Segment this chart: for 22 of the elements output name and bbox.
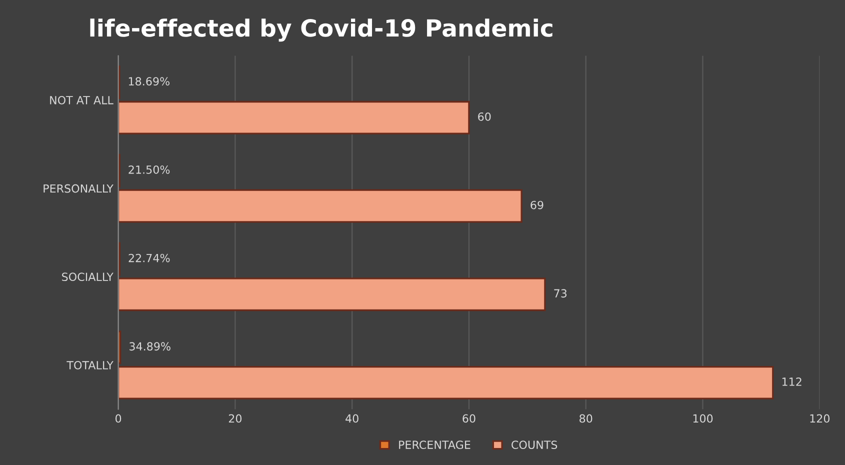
x-tick-label: 0: [116, 414, 122, 423]
data-label: 21.50%: [128, 165, 170, 174]
data-label: 73: [554, 289, 567, 298]
data-label: 112: [782, 378, 802, 386]
x-tick-label: 20: [228, 414, 242, 423]
legend-label: PERCENTAGE: [399, 440, 470, 450]
chart-title: life-effected by Covid-19 Pandemic: [90, 18, 552, 42]
y-tick-label: PERSONALLY: [44, 184, 114, 193]
x-tick-label: 80: [580, 414, 592, 423]
data-label: 60: [478, 112, 491, 121]
y-tick-label: NOT AT ALL: [50, 96, 114, 104]
y-tick-label: TOTALLY: [66, 361, 114, 370]
x-tick-label: 100: [693, 414, 713, 423]
data-label: 69: [530, 200, 544, 210]
x-tick-label: 60: [462, 414, 476, 423]
data-label: 18.69%: [128, 77, 170, 86]
x-tick-label: 120: [810, 414, 830, 423]
data-label: 22.74%: [128, 254, 170, 262]
legend-label: COUNTS: [512, 440, 558, 450]
data-label: 34.89%: [130, 342, 170, 351]
y-tick-label: SOCIALLY: [62, 272, 114, 282]
x-tick-label: 40: [346, 414, 358, 423]
